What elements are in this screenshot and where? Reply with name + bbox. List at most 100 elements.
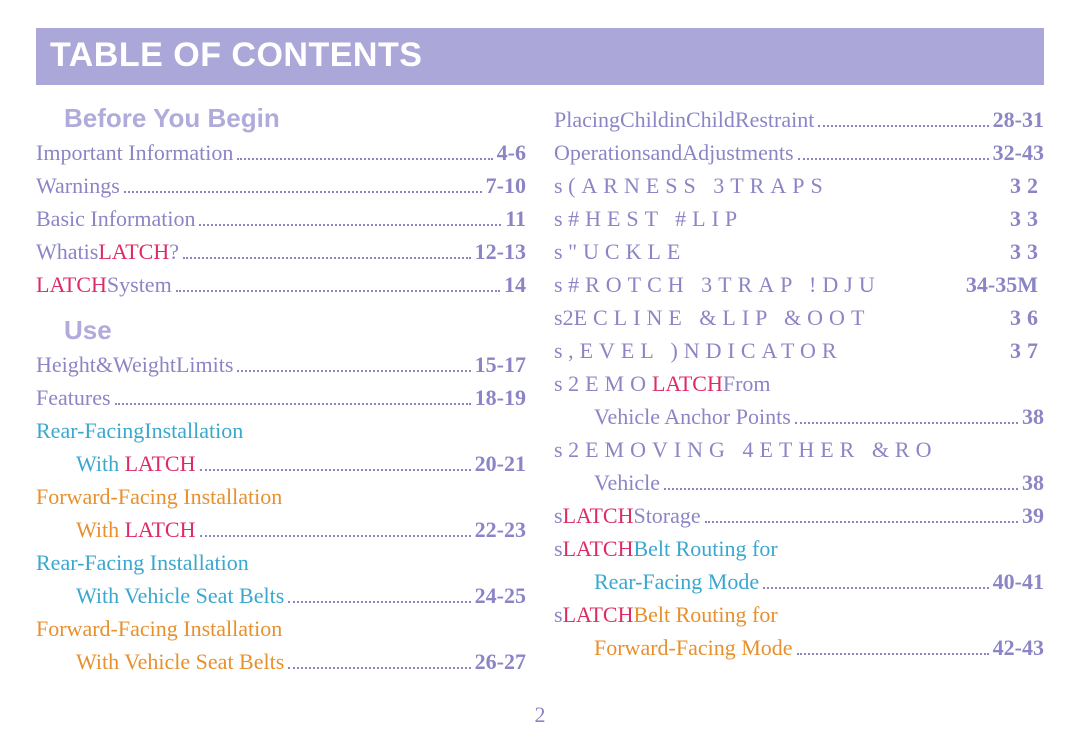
toc-entry: s "UCKLE 33 xyxy=(554,235,1044,268)
entry-label: s (ARNESS 3TRAPS xyxy=(554,169,829,202)
toc-entry: With Vehicle Seat Belts 24-25 xyxy=(36,579,526,612)
entry-label: Forward-Facing Installation xyxy=(36,480,282,513)
entry-page: 28-31 xyxy=(993,103,1044,136)
entry-label: PlacingChildinChildRestraint xyxy=(554,103,814,136)
leader-dots xyxy=(288,601,470,603)
entry-label: With LATCH xyxy=(76,447,196,480)
entry-page: 37 xyxy=(1010,334,1044,367)
entry-page: 32 xyxy=(1010,169,1044,202)
entry-page: 4-6 xyxy=(497,136,526,169)
toc-entry: Rear-FacingInstallation xyxy=(36,414,526,447)
entry-label: sLATCHStorage xyxy=(554,499,701,532)
entry-page: 24-25 xyxy=(475,579,526,612)
page-number: 2 xyxy=(0,702,1080,728)
leader-dots xyxy=(199,224,501,226)
toc-entry: sLATCHBelt Routing for xyxy=(554,598,1044,631)
toc-entry: Important Information 4-6 xyxy=(36,136,526,169)
toc-entry: WhatisLATCH? 12-13 xyxy=(36,235,526,268)
entry-label: Rear-Facing Mode xyxy=(594,565,759,598)
leader-dots xyxy=(237,370,470,372)
leader-dots xyxy=(818,125,988,127)
toc-entry: PlacingChildinChildRestraint 28-31 xyxy=(554,103,1044,136)
toc-entry: Vehicle Anchor Points 38 xyxy=(554,400,1044,433)
toc-entry: Warnings 7-10 xyxy=(36,169,526,202)
leader-dots xyxy=(200,469,471,471)
toc-entry: s #ROTCH 3TRAP !DJU 34-35M xyxy=(554,268,1044,301)
entry-page: 34-35M xyxy=(966,268,1044,301)
entry-label: s2ECLINE &LIP &OOT xyxy=(554,301,870,334)
entry-page: 38 xyxy=(1022,400,1044,433)
entry-label: sLATCHBelt Routing for xyxy=(554,598,778,631)
latch-text: LATCH xyxy=(98,239,169,264)
entry-page: 39 xyxy=(1022,499,1044,532)
toc-entry: Rear-Facing Installation xyxy=(36,546,526,579)
entry-label: WhatisLATCH? xyxy=(36,235,179,268)
entry-label: Rear-Facing Installation xyxy=(36,546,249,579)
entry-page: 12-13 xyxy=(475,235,526,268)
toc-entry: Forward-Facing Installation xyxy=(36,612,526,645)
entry-label: Vehicle Anchor Points xyxy=(594,400,791,433)
leader-dots xyxy=(124,191,482,193)
leader-dots xyxy=(176,290,500,292)
toc-entry: s 2EMOVING 4ETHER &RO xyxy=(554,433,1044,466)
toc-entry: sLATCHBelt Routing for xyxy=(554,532,1044,565)
entry-label: s 2EMOLATCHFrom xyxy=(554,367,771,400)
toc-entry: s #HEST #LIP 33 xyxy=(554,202,1044,235)
entry-label: With LATCH xyxy=(76,513,196,546)
toc-entry: With LATCH 20-21 xyxy=(36,447,526,480)
entry-label: With Vehicle Seat Belts xyxy=(76,579,284,612)
entry-label: Important Information xyxy=(36,136,233,169)
leader-dots xyxy=(237,158,492,160)
columns: Before You Begin Important Information 4… xyxy=(36,89,1044,678)
entry-label: Height&WeightLimits xyxy=(36,348,233,381)
entry-label: Forward-Facing Installation xyxy=(36,612,282,645)
entry-page: 15-17 xyxy=(475,348,526,381)
entry-page: 42-43 xyxy=(993,631,1044,664)
toc-entry: With LATCH 22-23 xyxy=(36,513,526,546)
section-before-you-begin: Before You Begin xyxy=(64,103,526,134)
leader-dots xyxy=(288,667,470,669)
toc-entry: With Vehicle Seat Belts 26-27 xyxy=(36,645,526,678)
entry-label: Basic Information xyxy=(36,202,195,235)
toc-entry: Forward-Facing Installation xyxy=(36,480,526,513)
entry-page: 11 xyxy=(505,202,526,235)
latch-text: LATCH xyxy=(125,451,196,476)
entry-page: 26-27 xyxy=(475,645,526,678)
entry-page: 32-43 xyxy=(993,136,1044,169)
latch-text: LATCH xyxy=(36,272,107,297)
entry-label: sLATCHBelt Routing for xyxy=(554,532,778,565)
entry-label: s "UCKLE xyxy=(554,235,686,268)
right-column: PlacingChildinChildRestraint 28-31 Opera… xyxy=(554,89,1044,678)
toc-entry: Rear-Facing Mode 40-41 xyxy=(554,565,1044,598)
entry-label: s #HEST #LIP xyxy=(554,202,743,235)
latch-text: LATCH xyxy=(125,517,196,542)
leader-dots xyxy=(797,653,989,655)
toc-entry: Height&WeightLimits 15-17 xyxy=(36,348,526,381)
entry-label: Vehicle xyxy=(594,466,660,499)
latch-text: LATCH xyxy=(563,602,634,627)
entry-label: s #ROTCH 3TRAP !DJU xyxy=(554,268,881,301)
toc-entry: Basic Information 11 xyxy=(36,202,526,235)
leader-dots xyxy=(115,403,471,405)
title-text: TABLE OF CONTENTS xyxy=(50,36,422,74)
entry-label: With Vehicle Seat Belts xyxy=(76,645,284,678)
toc-entry: Features 18-19 xyxy=(36,381,526,414)
leader-dots xyxy=(183,257,471,259)
entry-page: 22-23 xyxy=(475,513,526,546)
leader-dots xyxy=(705,521,1018,523)
toc-page: TABLE OF CONTENTS Before You Begin Impor… xyxy=(0,0,1080,738)
entry-label: Rear-FacingInstallation xyxy=(36,414,243,447)
latch-text: LATCH xyxy=(652,371,723,396)
leader-dots xyxy=(763,587,989,589)
section-use: Use xyxy=(64,315,526,346)
latch-text: LATCH xyxy=(563,503,634,528)
entry-page: 36 xyxy=(1010,301,1044,334)
entry-page: 40-41 xyxy=(993,565,1044,598)
entry-page: 7-10 xyxy=(486,169,526,202)
entry-label: Forward-Facing Mode xyxy=(594,631,793,664)
leader-dots xyxy=(664,488,1018,490)
entry-label: Warnings xyxy=(36,169,120,202)
entry-label: Features xyxy=(36,381,111,414)
entry-label: s 2EMOVING 4ETHER &RO xyxy=(554,433,938,466)
leader-dots xyxy=(795,422,1018,424)
